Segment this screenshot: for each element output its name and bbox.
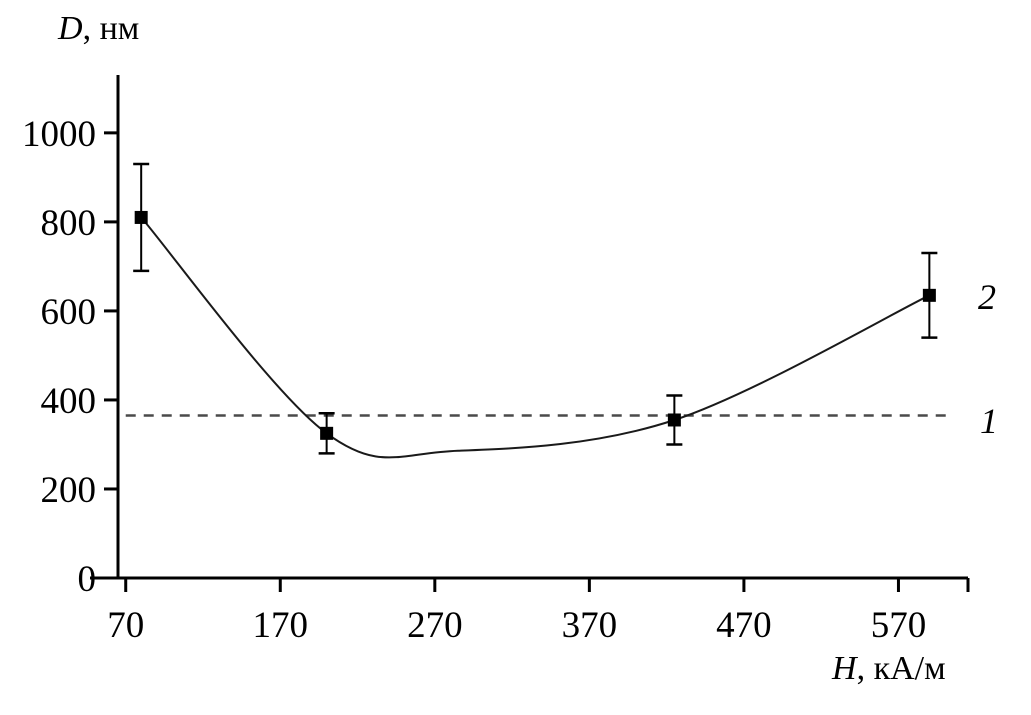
x-axis-variable: H	[832, 650, 857, 687]
x-axis-units: , кА/м	[856, 650, 946, 687]
data-point-marker	[667, 413, 681, 427]
data-point-marker	[134, 210, 148, 224]
y-tick-label: 400	[41, 381, 97, 422]
series-label-2: 2	[978, 277, 996, 317]
y-tick-label: 600	[41, 292, 97, 333]
y-axis-title: D, нм	[58, 10, 139, 48]
data-point-marker	[320, 426, 334, 440]
y-tick-label: 1000	[22, 114, 96, 155]
x-tick-label: 370	[562, 605, 618, 646]
x-tick-label: 270	[407, 605, 463, 646]
y-tick-label: 200	[41, 470, 97, 511]
x-axis-title: H, кА/м	[832, 650, 946, 688]
y-axis-variable: D	[58, 10, 83, 47]
y-tick-label: 0	[78, 559, 97, 600]
x-tick-label: 170	[253, 605, 309, 646]
data-point-marker	[922, 288, 936, 302]
trend-curve	[140, 216, 930, 459]
x-tick-label: 70	[107, 605, 144, 646]
series-label-1: 1	[980, 401, 998, 441]
x-tick-label: 470	[716, 605, 772, 646]
y-axis-units: , нм	[82, 10, 140, 47]
y-tick-label: 800	[41, 203, 97, 244]
x-tick-label: 570	[871, 605, 927, 646]
